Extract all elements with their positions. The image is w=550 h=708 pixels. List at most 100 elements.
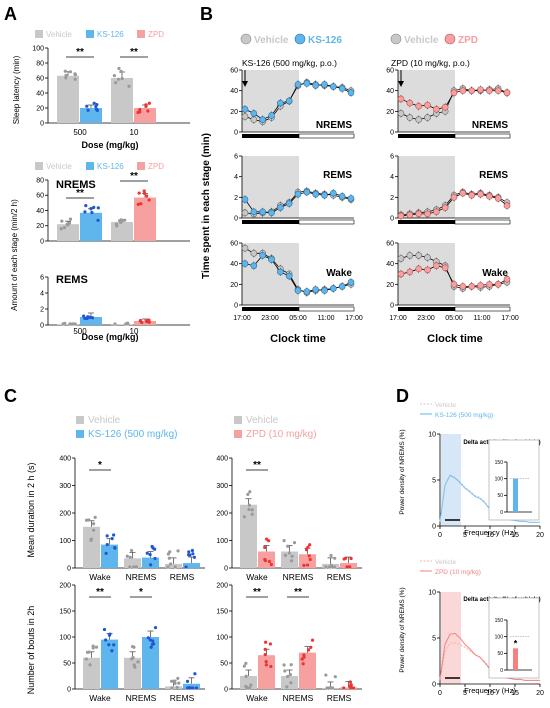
legend-label: Vehicle	[46, 30, 72, 39]
data-point	[112, 533, 116, 537]
x-tick-label: 5	[463, 532, 467, 539]
y-tick-label: 200	[216, 510, 228, 517]
panel-D-ylabel-bottom: Power density of NREMS (%)	[399, 587, 406, 672]
y-tick-label: 150	[216, 608, 228, 615]
bar	[101, 544, 118, 568]
y-tick-label: 50	[63, 660, 71, 667]
y-tick-label: 80	[36, 60, 44, 67]
data-point	[176, 676, 180, 680]
data-point	[324, 565, 328, 569]
y-tick-label: 20	[386, 282, 394, 289]
series-point	[477, 190, 484, 198]
series-point	[241, 209, 249, 217]
data-point	[264, 640, 268, 644]
delta-band-shade	[441, 592, 461, 684]
legend-swatch-vehicle	[234, 416, 242, 424]
y-tick-label: 20	[36, 105, 44, 112]
bar	[183, 683, 200, 689]
panel-A-bottom-xlabel: Dose (mg/kg)	[81, 332, 138, 342]
legend-label: ZPD (10 mg/kg)	[246, 429, 317, 440]
data-point	[283, 669, 287, 673]
injection-arrowhead	[398, 81, 404, 87]
data-point	[289, 663, 293, 667]
data-point	[142, 189, 146, 193]
x-tick-label: 20	[536, 690, 544, 697]
data-point	[92, 528, 96, 532]
x-tick-label: NREMS	[126, 693, 157, 703]
y-tick-label: 10	[428, 431, 436, 438]
data-point	[191, 686, 195, 690]
data-point	[349, 556, 353, 561]
series-point	[406, 211, 414, 219]
series-point	[285, 200, 293, 207]
stage-label: Wake	[482, 268, 508, 279]
y-tick-label: 0	[234, 215, 238, 222]
data-point	[136, 660, 140, 664]
series-point	[277, 99, 284, 107]
y-tick-label: 0	[40, 120, 44, 127]
series-point	[268, 112, 275, 119]
data-point	[149, 563, 153, 567]
light-period-bar	[298, 133, 355, 139]
x-tick-label: Wake	[246, 572, 268, 582]
y-tick-label: 20	[386, 109, 394, 116]
data-point	[343, 556, 348, 560]
data-point	[82, 314, 86, 318]
inset-bar	[513, 478, 518, 512]
series-point	[312, 190, 319, 198]
series-point	[424, 101, 431, 109]
data-point	[87, 518, 91, 522]
y-tick-label: 40	[230, 88, 238, 95]
data-point	[282, 663, 286, 667]
x-tick-label: 17:00	[501, 315, 519, 322]
data-point	[120, 76, 124, 81]
series-point	[250, 262, 258, 270]
bar	[101, 639, 118, 689]
data-point	[119, 69, 123, 74]
data-point	[88, 663, 92, 667]
y-tick-label: 60	[230, 67, 238, 74]
significance-mark: *	[98, 460, 102, 471]
series-point	[338, 283, 346, 290]
series-point	[468, 191, 475, 199]
data-point	[246, 492, 250, 496]
data-point	[89, 206, 93, 211]
stage-label: Wake	[326, 268, 352, 279]
series-point	[338, 85, 346, 92]
series-point	[450, 281, 458, 288]
series-point	[303, 288, 311, 295]
data-point	[153, 556, 157, 561]
y-tick-label: 100	[216, 538, 228, 545]
data-point	[177, 681, 181, 685]
data-point	[130, 548, 134, 553]
data-point	[85, 650, 90, 654]
data-point	[310, 638, 315, 642]
data-point	[146, 109, 150, 113]
data-point	[90, 210, 94, 215]
data-point	[307, 554, 311, 558]
y-tick-label: 2	[234, 195, 238, 202]
panel-label-B: B	[200, 4, 213, 24]
series-point	[330, 189, 337, 197]
panel-B-legend-left: Vehicle KS-126	[240, 33, 342, 46]
series-point	[459, 283, 467, 290]
y-tick-label: 0	[40, 238, 44, 245]
data-point	[170, 686, 174, 690]
significance-mark: **	[76, 188, 84, 199]
bar	[134, 108, 156, 123]
data-point	[127, 84, 131, 88]
data-point	[304, 548, 309, 552]
legend-swatch-vehicle	[35, 30, 43, 38]
dark-period-bar	[398, 220, 455, 224]
data-point	[59, 227, 63, 231]
data-point	[342, 686, 346, 690]
legend-label: ZPD (10 mg/kg)	[435, 569, 481, 576]
series-point	[468, 283, 475, 290]
data-point	[287, 551, 291, 555]
x-tick-label: 20	[536, 532, 544, 539]
series-point	[330, 285, 337, 292]
legend-marker-ks126	[294, 33, 306, 45]
data-point	[73, 77, 77, 81]
data-point	[329, 553, 333, 558]
